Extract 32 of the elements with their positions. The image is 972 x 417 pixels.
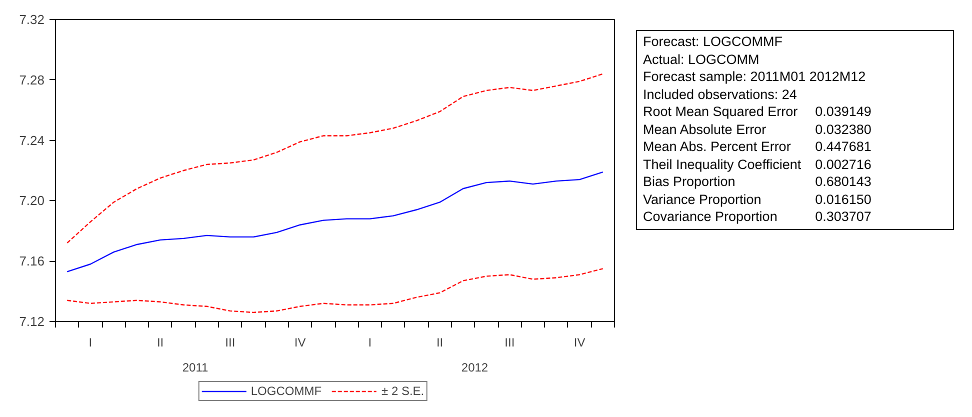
line-series (66, 171, 604, 272)
y-tick-label: 7.12 (19, 314, 45, 329)
y-tick-label: 7.16 (19, 254, 45, 269)
text: Actual: LOGCOMM (643, 50, 760, 68)
text: Bias Proportion 0.680143 (643, 174, 872, 189)
x-tick-label: II (436, 336, 444, 350)
text: Forecast: LOGCOMMF (643, 33, 784, 50)
y-tick-label: 7.20 (19, 193, 45, 208)
text: 2012 (461, 360, 488, 374)
x-tick-label: II (156, 336, 164, 350)
text: Included observations: 24 (643, 86, 798, 103)
x-tick-label: I (368, 336, 372, 350)
line-series (66, 268, 604, 314)
text: Forecast sample: 2011M01 2012M12 (643, 68, 867, 86)
legend-label: LOGCOMMF (250, 384, 322, 398)
text: Mean Abs. Percent Error 0.447681 (643, 139, 872, 154)
text: Variance Proportion 0.016150 (643, 192, 872, 206)
y-tick-label: 7.28 (19, 72, 45, 88)
y-tick-label: 7.32 (19, 12, 45, 27)
line-series (66, 73, 604, 244)
x-tick-label: III (504, 336, 515, 350)
x-tick-label: IV (574, 336, 586, 350)
x-tick-label: III (225, 336, 236, 350)
x-tick-label: I (88, 336, 92, 350)
legend-label: ± 2 S.E. (382, 384, 424, 398)
y-tick-label: 7.24 (19, 132, 45, 148)
text: 2011 (182, 360, 208, 374)
x-tick-label: IV (294, 336, 306, 350)
text: Theil Inequality Coefficient 0.002716 (643, 156, 872, 173)
text: Root Mean Squared Error 0.039149 (643, 104, 872, 119)
text: Mean Absolute Error 0.032380 (643, 122, 872, 136)
text: Covariance Proportion 0.303707 (643, 209, 872, 224)
